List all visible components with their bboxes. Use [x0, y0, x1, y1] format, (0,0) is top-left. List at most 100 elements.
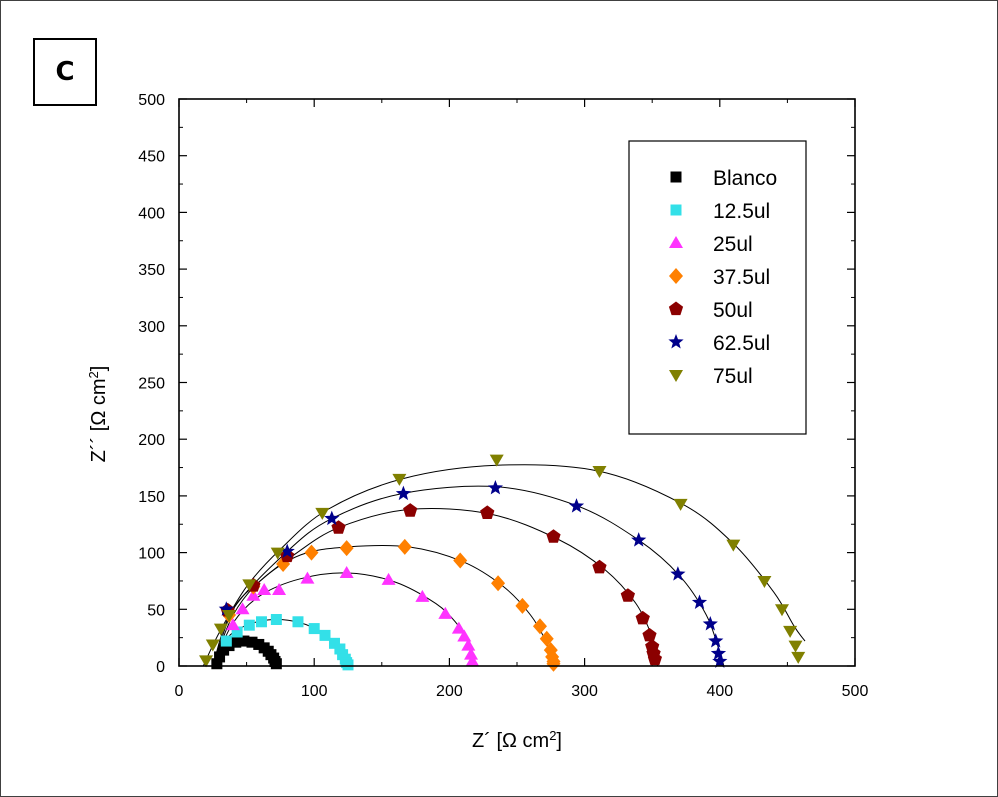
data-point	[774, 604, 789, 617]
x-tick-label: 0	[175, 683, 184, 700]
legend-label: 75ul	[713, 365, 753, 388]
data-point	[279, 543, 295, 558]
data-point	[673, 498, 688, 511]
data-point	[464, 647, 479, 660]
data-point	[397, 538, 412, 555]
data-markers	[199, 454, 806, 672]
y-tick-label: 0	[156, 659, 165, 676]
legend-marker	[670, 204, 682, 216]
legend: Blanco 12.5ul 25ul 37.5ul 50ul 62.5ul 75ul	[628, 140, 807, 435]
x-tick-label: 300	[571, 683, 598, 700]
data-point	[487, 480, 503, 495]
legend-marker	[668, 301, 684, 316]
data-point	[339, 540, 354, 557]
legend-marker	[670, 171, 682, 183]
legend-marker	[669, 236, 683, 248]
tick-labels: 0 100 200 300 400 500 0 50 100 150 200 250 300 350 400…	[138, 92, 868, 700]
data-point	[546, 655, 561, 672]
data-point	[757, 575, 772, 588]
y-tick-label: 500	[138, 92, 165, 109]
data-point	[292, 616, 304, 628]
data-point	[465, 654, 480, 667]
data-point	[270, 547, 285, 560]
data-point	[592, 465, 607, 478]
data-point	[324, 510, 340, 526]
data-point	[328, 637, 340, 649]
x-tick-label: 200	[436, 683, 463, 700]
data-point	[395, 485, 411, 501]
data-point	[568, 498, 585, 513]
data-point	[308, 623, 320, 635]
x-tick-label: 500	[842, 683, 869, 700]
data-point	[270, 658, 282, 670]
data-point	[647, 651, 662, 666]
data-point	[230, 636, 242, 648]
data-point	[726, 539, 741, 552]
data-point	[257, 583, 272, 596]
y-tick-label: 200	[138, 432, 165, 449]
panel-label: C	[33, 38, 97, 106]
data-point	[438, 606, 453, 619]
plot-area	[178, 98, 856, 667]
data-point	[642, 627, 657, 642]
legend-marker	[668, 334, 684, 349]
y-tick-label: 100	[138, 546, 165, 563]
data-point	[304, 544, 319, 561]
data-point	[214, 651, 226, 663]
data-point	[199, 655, 214, 668]
data-point	[791, 651, 806, 664]
data-point	[702, 616, 718, 631]
data-point	[489, 454, 504, 467]
legend-box	[628, 140, 807, 435]
y-tick-label: 250	[138, 376, 165, 393]
data-point	[546, 529, 561, 543]
y-tick-label: 300	[138, 319, 165, 336]
x-tick-label: 100	[301, 683, 328, 700]
y-tick-label: 50	[147, 602, 165, 619]
data-point	[231, 626, 243, 638]
data-point	[270, 614, 282, 626]
data-point	[238, 635, 250, 647]
x-axis-title: Z´ [Ω cm2]	[472, 728, 562, 753]
data-point	[242, 579, 257, 592]
data-point	[710, 645, 727, 660]
data-point	[220, 635, 232, 647]
data-point	[246, 636, 258, 648]
data-point	[783, 625, 798, 638]
legend-label: 25ul	[713, 233, 753, 256]
data-point	[708, 633, 724, 648]
data-point	[235, 602, 250, 615]
data-point	[635, 610, 650, 625]
data-point	[213, 623, 228, 636]
legend-label: 50ul	[713, 299, 753, 322]
data-point	[691, 594, 708, 609]
data-point	[451, 621, 466, 634]
data-point	[620, 588, 635, 602]
data-point	[272, 583, 287, 596]
axis-ticks	[178, 98, 856, 667]
data-point	[255, 616, 267, 628]
data-point	[712, 653, 728, 668]
data-point	[788, 640, 803, 653]
y-tick-label: 350	[138, 262, 165, 279]
legend-label: Blanco	[713, 167, 777, 190]
data-point	[226, 618, 241, 631]
data-point	[315, 507, 330, 520]
y-tick-label: 150	[138, 489, 165, 506]
data-point	[461, 638, 476, 651]
legend-label: 62.5ul	[713, 332, 770, 355]
data-point	[415, 589, 430, 602]
data-point	[334, 643, 346, 655]
data-point	[403, 503, 418, 517]
y-tick-label: 400	[138, 205, 165, 222]
data-point	[243, 619, 255, 631]
data-point	[205, 639, 220, 652]
y-axis-title: Z´´ [Ω cm2]	[86, 366, 111, 463]
data-point	[211, 658, 223, 670]
data-point	[457, 629, 472, 642]
data-point	[515, 597, 530, 614]
data-point	[532, 618, 547, 635]
legend-label: 12.5ul	[713, 200, 770, 223]
data-point	[319, 629, 331, 641]
